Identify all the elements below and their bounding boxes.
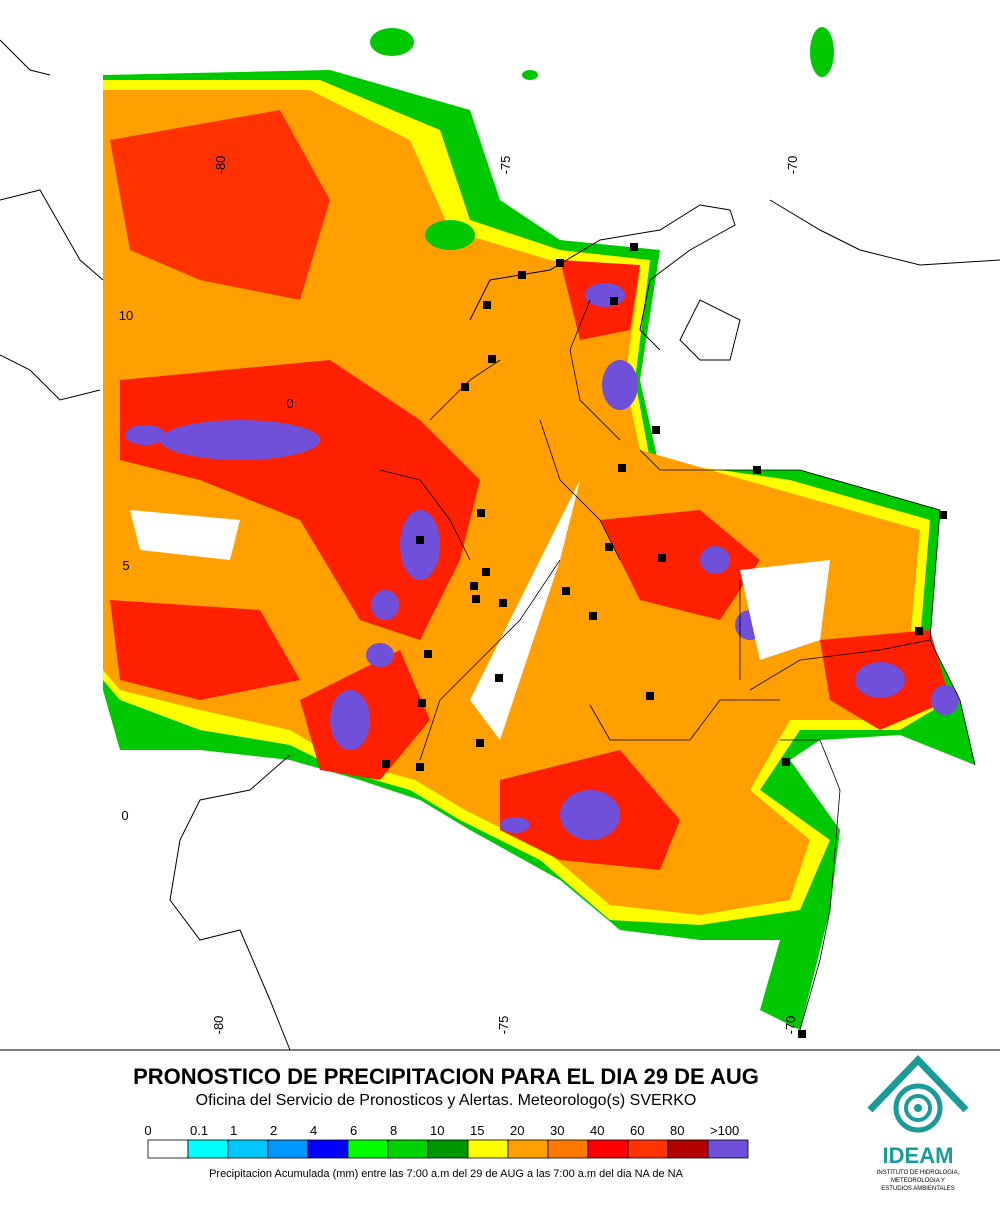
legend-label: 0 [144, 1123, 151, 1138]
legend-label: >100 [710, 1123, 739, 1138]
rain-cell [370, 27, 834, 250]
legend-swatch [587, 1139, 629, 1159]
lon-label: -80 [211, 1016, 226, 1035]
dry-area [740, 560, 830, 660]
lon-label: -70 [785, 156, 800, 175]
logo-swirl [893, 1083, 943, 1133]
legend-label: 40 [590, 1123, 604, 1138]
legend-swatch [507, 1139, 549, 1159]
rain-core [110, 600, 300, 700]
legend-swatch [427, 1139, 469, 1159]
legend-swatch [547, 1139, 589, 1159]
legend-label: 10 [430, 1123, 444, 1138]
legend-label: 6 [350, 1123, 357, 1138]
cities [382, 243, 947, 1038]
logo-swirl [914, 1104, 922, 1112]
lon-label: -75 [496, 1016, 511, 1035]
legend: 0 0.1 1 2 4 6 8 10 15 20 30 40 60 80 >100 [144, 1123, 749, 1159]
legend-swatch [267, 1139, 309, 1159]
logo-name: IDEAM [883, 1143, 954, 1168]
lat-label: 5 [122, 558, 129, 573]
precipitation-field [103, 27, 975, 1030]
legend-swatch [187, 1139, 229, 1159]
coastlines [0, 39, 1000, 1051]
legend-label: 8 [390, 1123, 397, 1138]
legend-label: 60 [630, 1123, 644, 1138]
legend-swatch [307, 1139, 349, 1159]
logo-subtitle: ESTUDIOS AMBIENTALES [881, 1186, 955, 1192]
legend-swatch [227, 1139, 269, 1159]
legend-swatch [667, 1139, 709, 1159]
lon-label: -80 [213, 156, 228, 175]
logo-subtitle: INSTITUTO DE HIDROLOGIA, [877, 1170, 960, 1176]
legend-swatch [707, 1139, 749, 1159]
lat-label: 10 [119, 308, 133, 323]
legend-swatch [467, 1139, 509, 1159]
legend-swatch [387, 1139, 429, 1159]
logo-roof [867, 1054, 969, 1113]
rain-core [110, 110, 330, 300]
lat-label: 0 [121, 808, 128, 823]
legend-label: 1 [230, 1123, 237, 1138]
logo: IDEAM INSTITUTO DE HIDROLOGIA, METEOROLO… [867, 1054, 969, 1192]
logo-subtitle: METEOROLOGIA Y [891, 1178, 945, 1184]
legend-swatch [147, 1139, 189, 1159]
axis-labels: -80 -75 -70 -80 -75 -70 10 5 0 [119, 156, 800, 1035]
title: PRONOSTICO DE PRECIPITACION PARA EL DIA … [133, 1064, 759, 1089]
subtitle: Oficina del Servicio de Pronosticos y Al… [196, 1092, 697, 1109]
lon-label: -70 [783, 1016, 798, 1035]
logo-swirl [904, 1094, 932, 1122]
legend-label: 80 [670, 1123, 684, 1138]
legend-label: 15 [470, 1123, 484, 1138]
legend-caption: Precipitacion Acumulada (mm) entre las 7… [209, 1168, 684, 1180]
grid-label: 0 [286, 396, 293, 411]
legend-label: 30 [550, 1123, 564, 1138]
legend-label: 4 [310, 1123, 317, 1138]
legend-label: 20 [510, 1123, 524, 1138]
lon-label: -75 [498, 156, 513, 175]
legend-swatch [347, 1139, 389, 1159]
dry-area [130, 510, 240, 560]
legend-label: 2 [270, 1123, 277, 1138]
rain-core [600, 510, 760, 620]
legend-label: 0.1 [190, 1123, 208, 1138]
legend-swatch [627, 1139, 669, 1159]
rain-max [125, 283, 959, 840]
